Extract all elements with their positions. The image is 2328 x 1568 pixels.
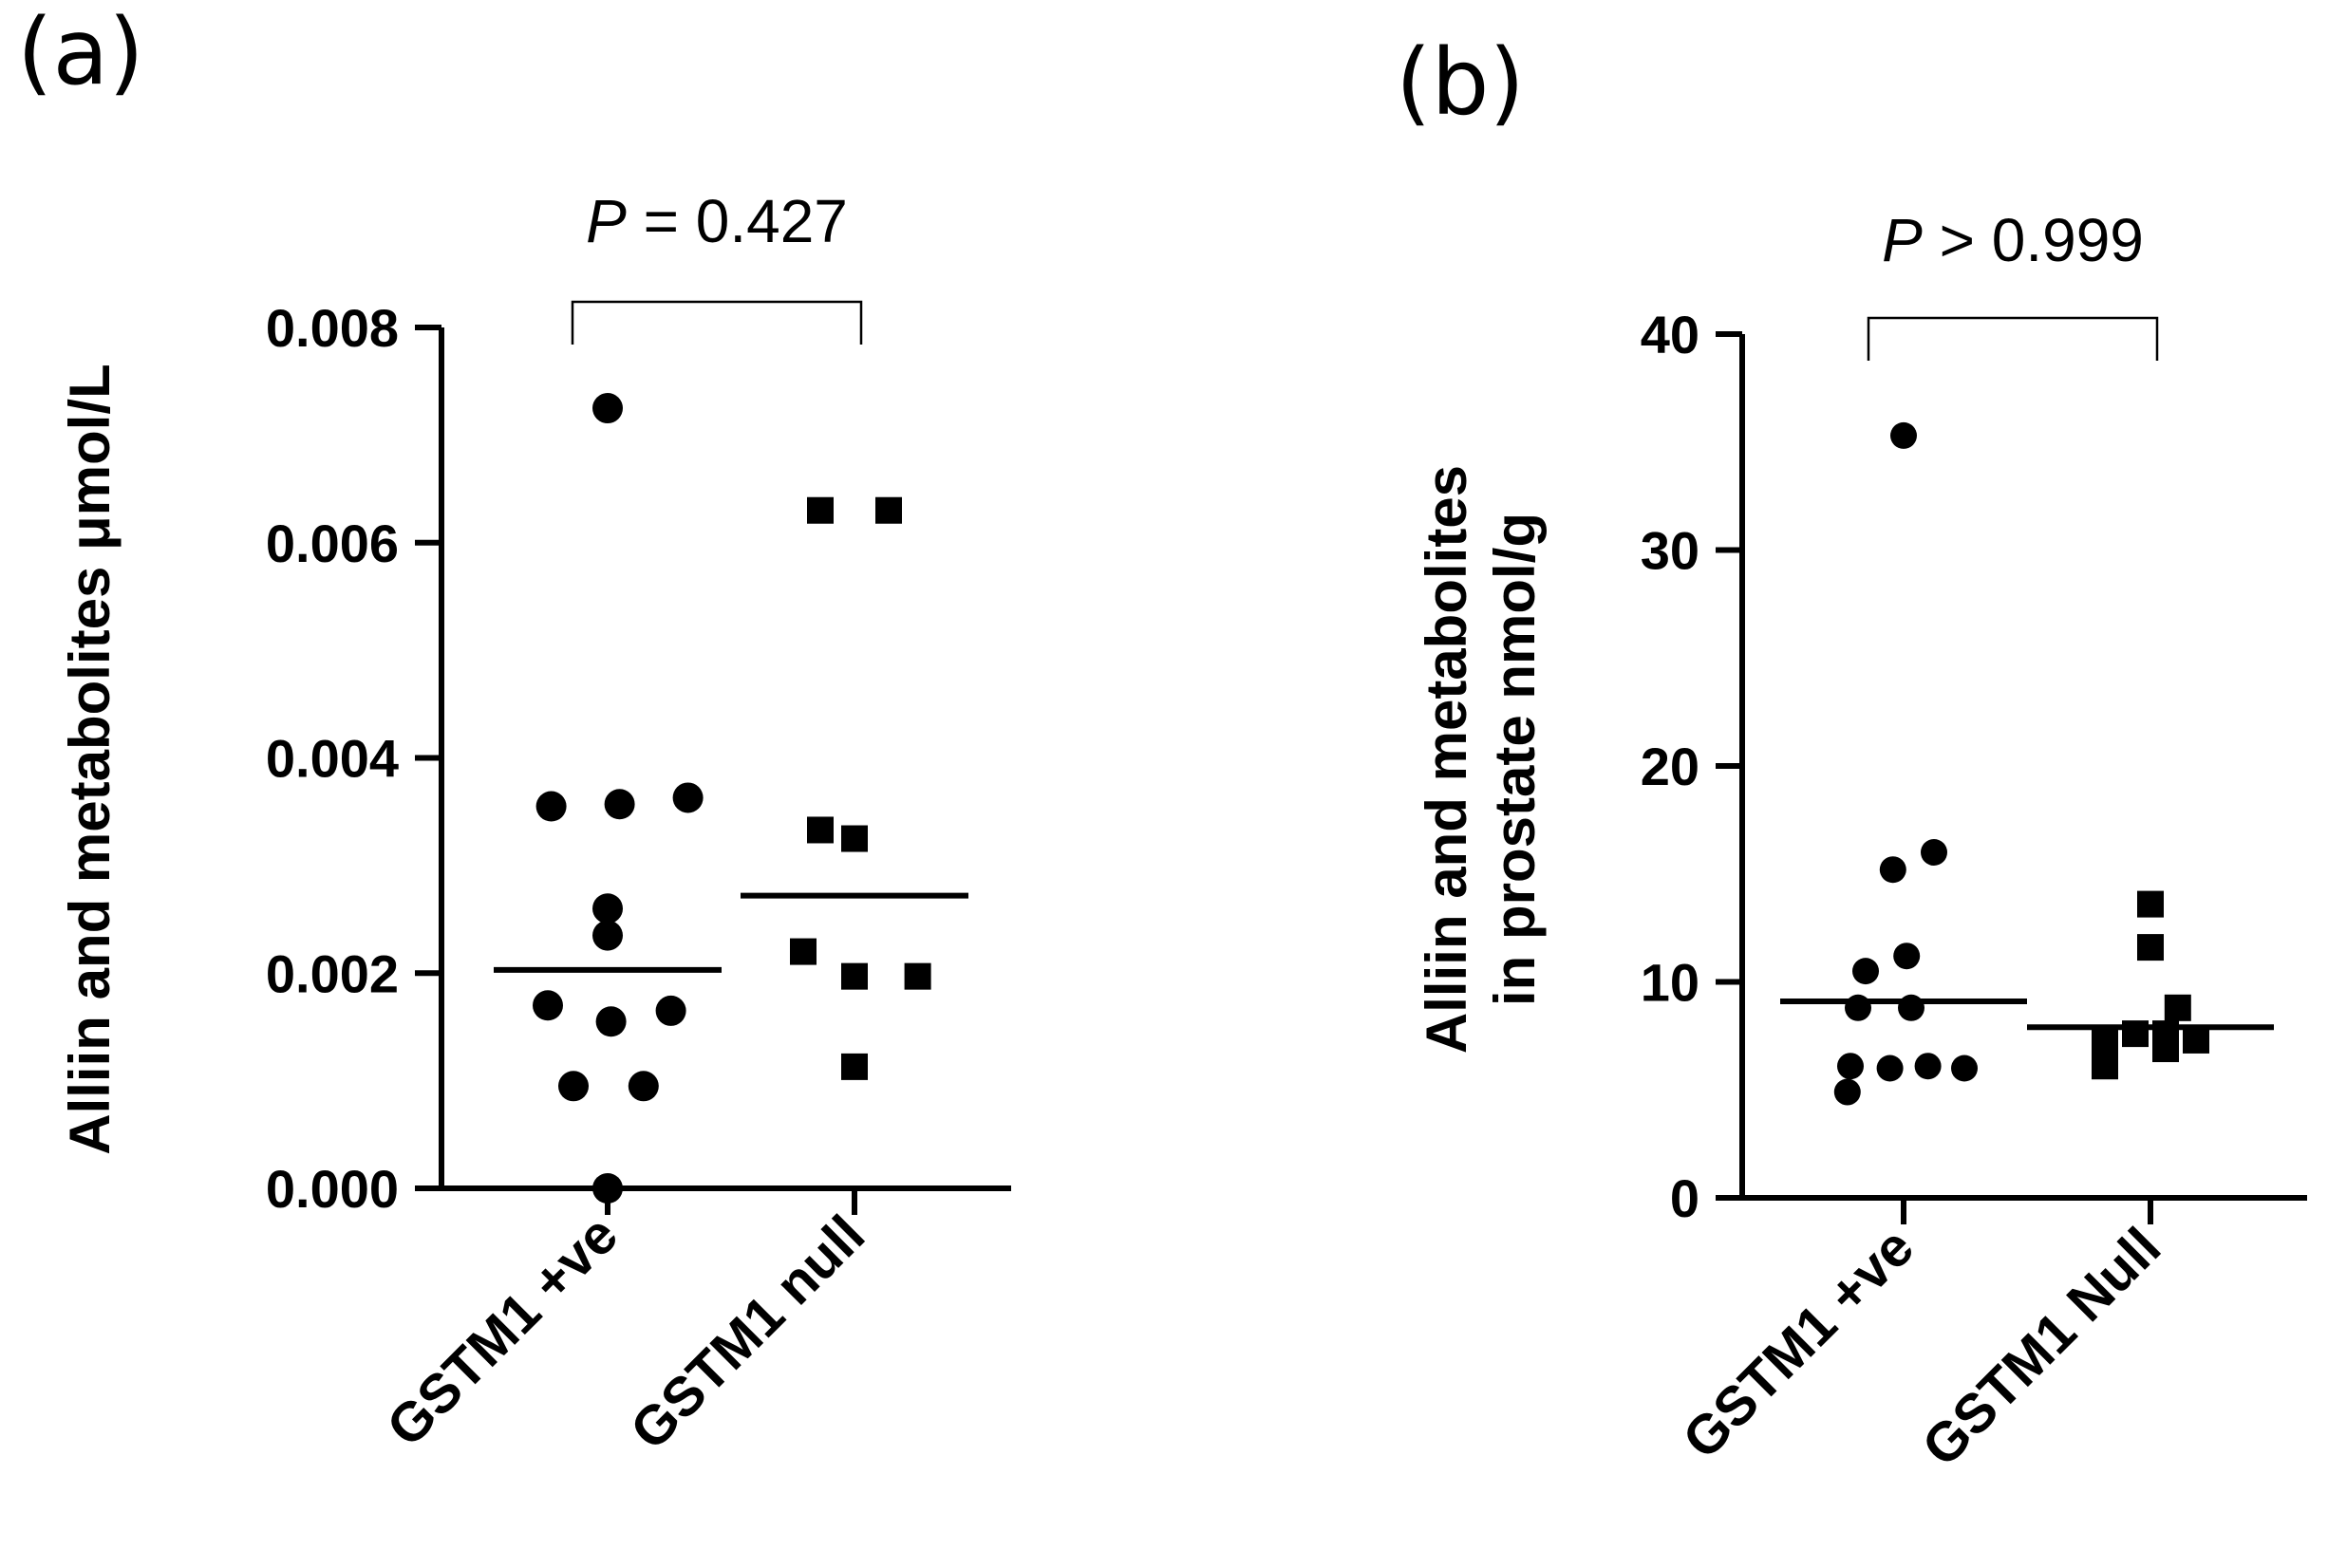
data-point-square xyxy=(841,962,868,990)
y-axis-title: in prostate nmol/g xyxy=(1483,513,1547,1006)
data-point-square xyxy=(875,496,902,524)
p-value: P = 0.427 xyxy=(586,187,848,255)
data-point-square xyxy=(2092,1026,2118,1054)
y-tick-label: 0.004 xyxy=(266,729,399,789)
data-point-circle xyxy=(1879,856,1906,884)
data-point-square xyxy=(841,1053,868,1080)
data-point-circle xyxy=(1914,1053,1942,1080)
y-tick-label: 0.002 xyxy=(266,943,399,1003)
data-point-circle xyxy=(533,990,563,1021)
data-point-circle xyxy=(592,920,623,951)
y-tick-label: 40 xyxy=(1641,305,1699,364)
data-point-circle xyxy=(1921,839,1947,866)
data-point-circle xyxy=(1890,421,1917,449)
y-tick-label: 0.006 xyxy=(266,513,399,573)
data-point-square xyxy=(2092,1053,2118,1080)
data-point-square xyxy=(2164,994,2191,1021)
y-tick-label: 10 xyxy=(1641,953,1699,1013)
p-value: P > 0.999 xyxy=(1882,206,2144,274)
p-value-text: > 0.999 xyxy=(1923,206,2144,274)
panel-a: (a) 0.000 0.002 0.004 0.006 0.008 GSTM1 +veGST… xyxy=(17,0,1011,1462)
data-point-circle xyxy=(595,1006,627,1037)
panel-label: (b) xyxy=(1396,29,1525,136)
data-point-circle xyxy=(1833,1078,1861,1106)
y-tick-label: 0.008 xyxy=(266,298,399,358)
significance-bracket xyxy=(571,300,863,345)
data-point-circle xyxy=(1837,1053,1864,1080)
data-point-circle xyxy=(592,893,623,924)
data-point-circle xyxy=(604,789,635,820)
data-point-circle xyxy=(1852,958,1879,985)
y-axis-title: Alliin and metabolites μmol/L xyxy=(58,364,122,1154)
data-point-square xyxy=(904,962,931,990)
data-point-square xyxy=(807,816,834,844)
p-value-text: = 0.427 xyxy=(627,187,848,255)
x-tick-label: GSTM1 +ve xyxy=(375,1204,629,1458)
significance-bracket xyxy=(1867,316,2159,361)
data-point-circle xyxy=(1951,1055,1978,1082)
p-value-symbol: P xyxy=(586,187,627,255)
y-tick-label: 0 xyxy=(1670,1168,1699,1228)
data-point-square xyxy=(790,938,817,965)
data-point-square xyxy=(2137,890,2164,918)
data-point-circle xyxy=(672,782,704,813)
panel-label: (a) xyxy=(17,0,144,105)
data-point-square xyxy=(2137,934,2164,961)
data-point-circle xyxy=(1876,1055,1904,1082)
y-tick-label: 0.000 xyxy=(266,1159,399,1219)
data-point-circle xyxy=(628,1071,659,1102)
data-point-circle xyxy=(1893,943,1921,970)
y-tick-label: 30 xyxy=(1641,521,1699,581)
x-tick-label: GSTM1 Null xyxy=(1910,1216,2172,1478)
x-tick-label: GSTM1 +ve xyxy=(1671,1216,1925,1470)
p-value-symbol: P xyxy=(1882,206,1923,274)
data-point-square xyxy=(841,825,868,852)
data-point-circle xyxy=(592,1173,623,1204)
x-tick-label: GSTM1 null xyxy=(619,1204,877,1462)
data-point-circle xyxy=(655,995,686,1026)
data-point-square xyxy=(2183,1026,2209,1054)
data-point-square xyxy=(807,496,834,524)
y-tick-label: 20 xyxy=(1641,737,1699,796)
data-point-square xyxy=(2152,1036,2179,1063)
data-point-circle xyxy=(535,791,567,822)
data-point-circle xyxy=(592,393,623,424)
y-axis-title: Alliin and metabolites xyxy=(1415,465,1478,1054)
data-point-circle xyxy=(558,1071,589,1102)
